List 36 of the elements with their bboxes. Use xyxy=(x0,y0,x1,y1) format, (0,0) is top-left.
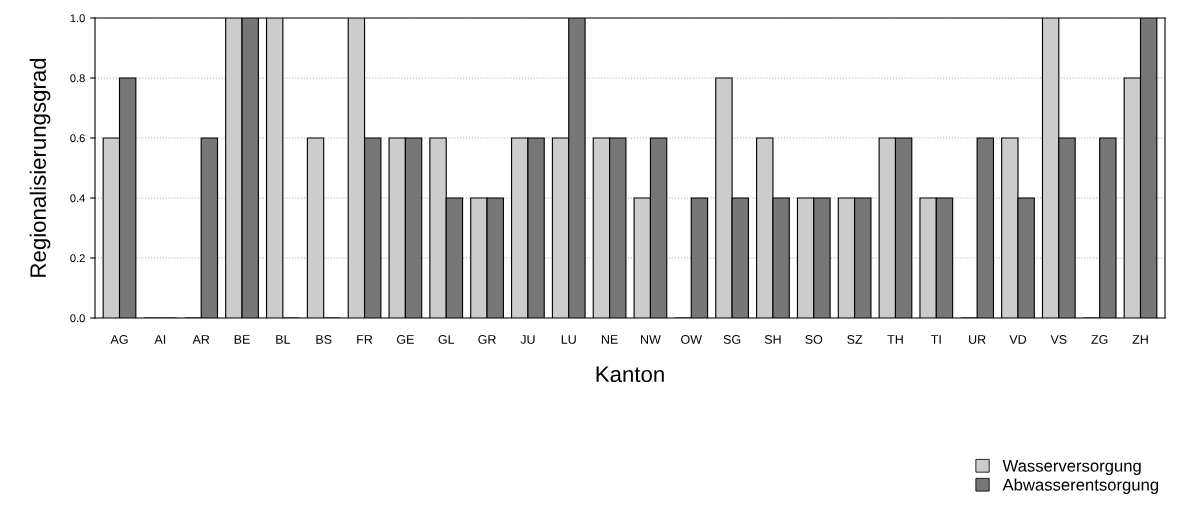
x-tick-label: ZG xyxy=(1091,335,1108,344)
x-tick-label: TI xyxy=(931,335,941,344)
x-tick-label: JU xyxy=(520,335,535,344)
x-tick-label: TH xyxy=(887,335,903,344)
legend-label: Wasserversorgung xyxy=(1002,460,1141,476)
x-tick-label: ZH xyxy=(1132,335,1148,344)
y-tick-label: 0.4 xyxy=(70,194,85,203)
y-tick-label: 0.0 xyxy=(70,314,85,323)
x-tick-label: AR xyxy=(192,335,210,344)
x-tick-label: GR xyxy=(478,335,496,344)
x-tick-label: VS xyxy=(1050,335,1067,344)
x-tick-label: NE xyxy=(601,335,618,344)
x-tick-label: SO xyxy=(805,335,823,344)
x-tick-label: SZ xyxy=(847,335,863,344)
x-tick-label: NW xyxy=(641,335,661,344)
x-tick-label: LU xyxy=(561,335,576,344)
x-tick-label: BS xyxy=(316,335,332,344)
legend-label: Abwasserentsorgung xyxy=(1002,478,1159,494)
y-tick-label: 0.8 xyxy=(70,74,85,83)
x-tick-label: VD xyxy=(1009,335,1027,344)
x-tick-label: FR xyxy=(357,335,373,344)
x-tick-label: BE xyxy=(234,335,250,344)
x-tick-label: GE xyxy=(396,335,414,344)
x-tick-label: AG xyxy=(110,335,128,344)
x-tick-label: SH xyxy=(764,335,781,344)
x-tick-label: OW xyxy=(681,335,702,344)
y-tick-label: 0.6 xyxy=(70,134,85,143)
y-axis-title: Regionalisierungsgrad xyxy=(29,58,51,277)
y-tick-label: 1.0 xyxy=(70,14,85,23)
x-tick-label: AI xyxy=(154,335,166,344)
x-tick-label: UR xyxy=(969,335,986,344)
y-tick-label: 0.2 xyxy=(70,254,85,263)
x-tick-label: GL xyxy=(438,335,455,344)
x-tick-label: SG xyxy=(723,335,741,344)
x-axis-title: Kanton xyxy=(596,366,664,383)
x-tick-label: BL xyxy=(276,335,291,344)
